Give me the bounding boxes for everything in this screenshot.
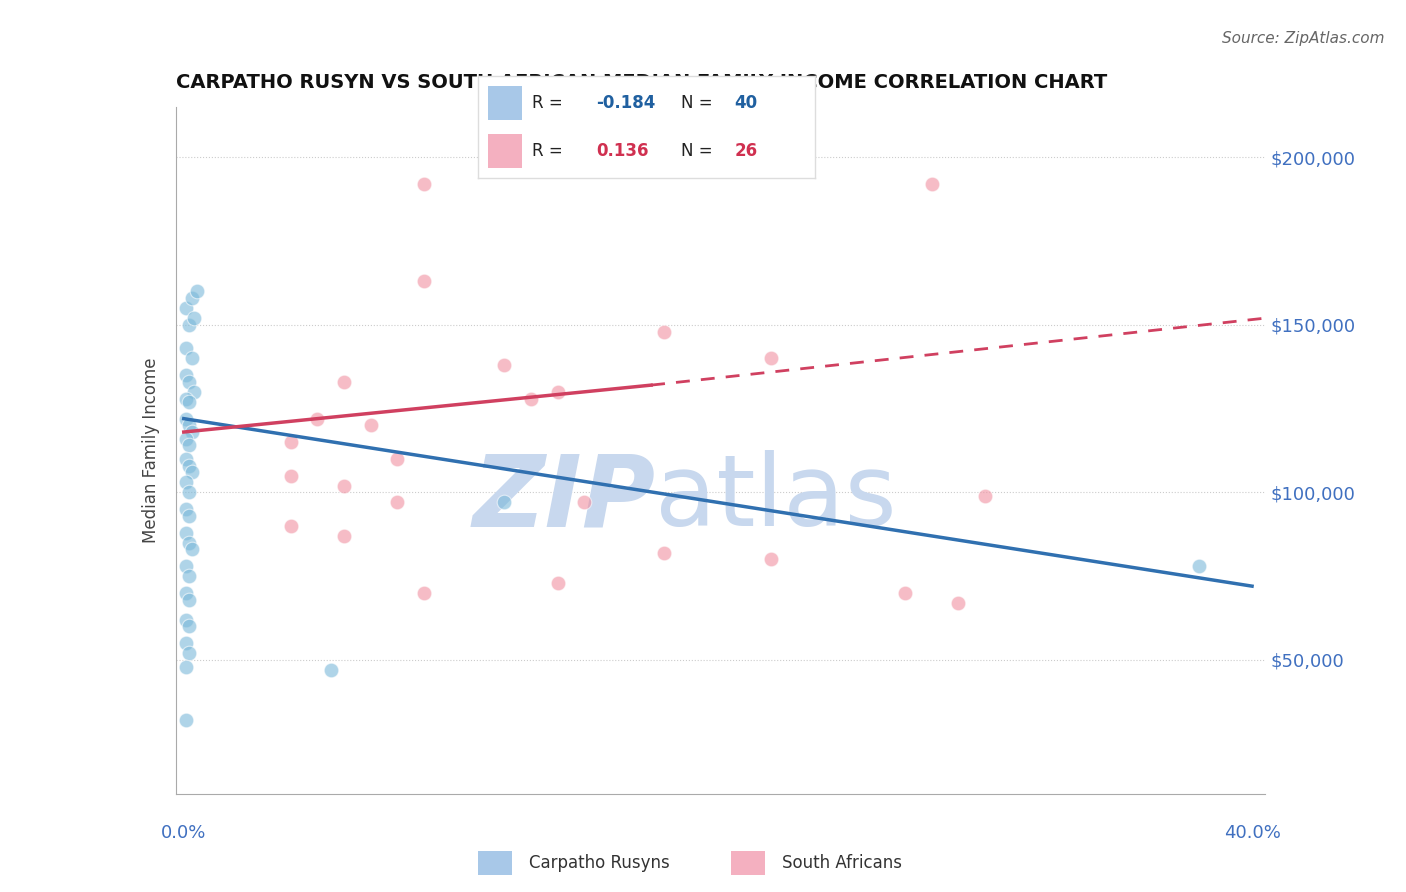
Point — [180, 465, 202, 479]
Text: N =: N = — [681, 142, 711, 161]
Point — [183, 384, 205, 399]
Text: CARPATHO RUSYN VS SOUTH AFRICAN MEDIAN FAMILY INCOME CORRELATION CHART: CARPATHO RUSYN VS SOUTH AFRICAN MEDIAN F… — [176, 72, 1107, 92]
Point — [494, 495, 516, 509]
Text: 0.136: 0.136 — [596, 142, 648, 161]
Point — [574, 495, 596, 509]
Point — [177, 569, 200, 583]
Point — [333, 375, 356, 389]
Point — [176, 636, 198, 650]
Point — [654, 546, 676, 560]
Point — [177, 619, 200, 633]
Point — [176, 392, 198, 406]
FancyBboxPatch shape — [478, 851, 512, 875]
Text: South Africans: South Africans — [782, 854, 901, 872]
Text: -0.184: -0.184 — [596, 94, 655, 112]
Point — [177, 535, 200, 549]
Point — [177, 375, 200, 389]
Point — [176, 411, 198, 425]
Point — [177, 485, 200, 500]
Point — [176, 713, 198, 727]
Point — [761, 552, 783, 566]
Point — [494, 358, 516, 372]
Text: 40.0%: 40.0% — [1223, 824, 1281, 842]
FancyBboxPatch shape — [488, 135, 522, 168]
Text: R =: R = — [531, 94, 562, 112]
Point — [280, 519, 302, 533]
Point — [177, 508, 200, 523]
Point — [177, 592, 200, 607]
Text: N =: N = — [681, 94, 711, 112]
Point — [176, 559, 198, 574]
Point — [176, 341, 198, 355]
Point — [333, 529, 356, 543]
Point — [177, 318, 200, 332]
Point — [948, 596, 970, 610]
Point — [520, 392, 543, 406]
Point — [280, 435, 302, 450]
Point — [894, 586, 917, 600]
Point — [176, 301, 198, 315]
Point — [387, 495, 409, 509]
Point — [413, 274, 436, 288]
Point — [183, 311, 205, 326]
Point — [176, 525, 198, 540]
Text: ZIP: ZIP — [472, 450, 655, 547]
Point — [177, 395, 200, 409]
Y-axis label: Median Family Income: Median Family Income — [142, 358, 160, 543]
Point — [176, 368, 198, 382]
Text: atlas: atlas — [655, 450, 897, 547]
Point — [654, 325, 676, 339]
Point — [547, 384, 569, 399]
Point — [387, 451, 409, 466]
Point — [176, 659, 198, 673]
FancyBboxPatch shape — [488, 87, 522, 120]
Point — [177, 646, 200, 660]
Point — [1188, 559, 1211, 574]
Point — [307, 411, 329, 425]
Point — [180, 542, 202, 557]
Point — [177, 438, 200, 452]
Text: 26: 26 — [734, 142, 758, 161]
Text: R =: R = — [531, 142, 562, 161]
Point — [921, 177, 943, 191]
Point — [176, 502, 198, 516]
Point — [180, 351, 202, 366]
Point — [180, 425, 202, 439]
Point — [176, 432, 198, 446]
Point — [180, 291, 202, 305]
Point — [319, 663, 342, 677]
Point — [176, 586, 198, 600]
Point — [177, 418, 200, 433]
Point — [761, 351, 783, 366]
Point — [176, 451, 198, 466]
Point — [413, 177, 436, 191]
Point — [176, 475, 198, 490]
Point — [280, 468, 302, 483]
Text: 40: 40 — [734, 94, 758, 112]
Text: Carpatho Rusyns: Carpatho Rusyns — [529, 854, 669, 872]
Point — [547, 575, 569, 590]
Point — [333, 478, 356, 492]
Point — [176, 613, 198, 627]
Point — [974, 489, 997, 503]
FancyBboxPatch shape — [731, 851, 765, 875]
Text: Source: ZipAtlas.com: Source: ZipAtlas.com — [1222, 31, 1385, 46]
Text: 0.0%: 0.0% — [162, 824, 207, 842]
Point — [413, 586, 436, 600]
Point — [360, 418, 382, 433]
Point — [177, 458, 200, 473]
Point — [186, 285, 208, 299]
